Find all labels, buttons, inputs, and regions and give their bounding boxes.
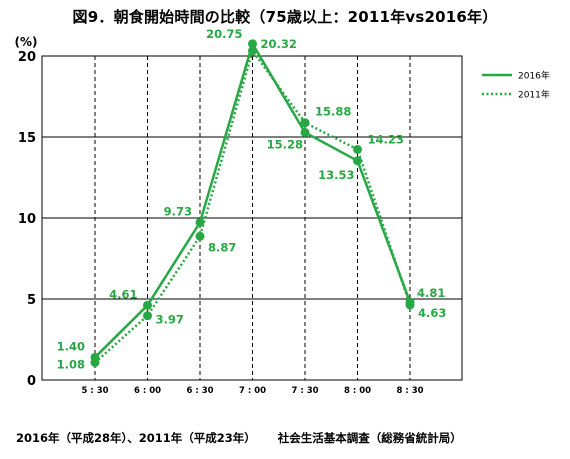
data-label: 4.61 [109, 287, 137, 301]
y-axis-label: (%) [15, 35, 38, 49]
data-point [300, 118, 310, 128]
legend: 2016年 2011年 [482, 70, 550, 101]
x-tick-label: 5 : 30 [81, 386, 108, 396]
data-label: 4.81 [417, 286, 445, 300]
x-tick-label: 7 : 30 [291, 386, 318, 396]
data-labels: 1.40 1.08 4.61 3.97 9.73 8.87 20.75 20.32 15.28 1… [57, 27, 447, 372]
footer-source: 社会生活基本調査（総務省統計局） [277, 431, 462, 445]
data-label: 3.97 [156, 313, 184, 327]
y-tick-label: 15 [18, 131, 36, 146]
x-tick-label: 7 : 00 [239, 386, 266, 396]
data-point [143, 300, 152, 310]
series-lines [90, 39, 415, 368]
data-point [300, 127, 310, 137]
data-label: 14.23 [368, 132, 404, 146]
y-tick-label: 20 [18, 50, 36, 65]
data-point [143, 311, 152, 321]
x-tick-label: 8 : 30 [396, 386, 423, 396]
legend-label: 2016年 [518, 70, 550, 82]
data-label: 4.63 [418, 306, 446, 320]
data-point [195, 231, 205, 241]
y-tick-label: 0 [27, 374, 36, 389]
x-tick-label: 6 : 30 [186, 386, 213, 396]
y-tick-label: 5 [27, 293, 36, 308]
footer-note: 2016年（平成28年）、2011年（平成23年） [16, 431, 256, 445]
data-label: 1.08 [57, 358, 85, 372]
data-label: 8.87 [208, 240, 236, 254]
chart-title: 図9．朝食開始時間の比較（75歳以上：2011年vs2016年） [72, 8, 498, 26]
data-point [90, 358, 100, 368]
data-label: 20.32 [261, 37, 297, 51]
data-point [353, 144, 362, 154]
data-point [248, 46, 257, 56]
data-label: 20.75 [206, 27, 242, 41]
grid-lines [42, 56, 462, 380]
legend-label: 2011年 [518, 89, 550, 101]
footer: 2016年（平成28年）、2011年（平成23年） 社会生活基本調査（総務省統計… [16, 430, 462, 446]
data-label: 15.28 [267, 137, 303, 151]
x-tick-label: 8 : 00 [344, 386, 371, 396]
data-label: 1.40 [57, 339, 85, 353]
data-point [248, 39, 257, 49]
data-label: 9.73 [164, 204, 192, 218]
plot-frame [41, 55, 463, 381]
data-label: 13.53 [318, 168, 354, 182]
data-point [353, 156, 362, 166]
data-label: 15.88 [315, 105, 351, 119]
data-point [405, 300, 415, 310]
x-tick-label: 6 : 00 [134, 386, 161, 396]
y-tick-label: 10 [18, 212, 36, 227]
axes: 0 5 10 15 20(%) 5 : 30 6 : 00 6 : 30 7 : 00 7 : 3… [15, 35, 463, 396]
